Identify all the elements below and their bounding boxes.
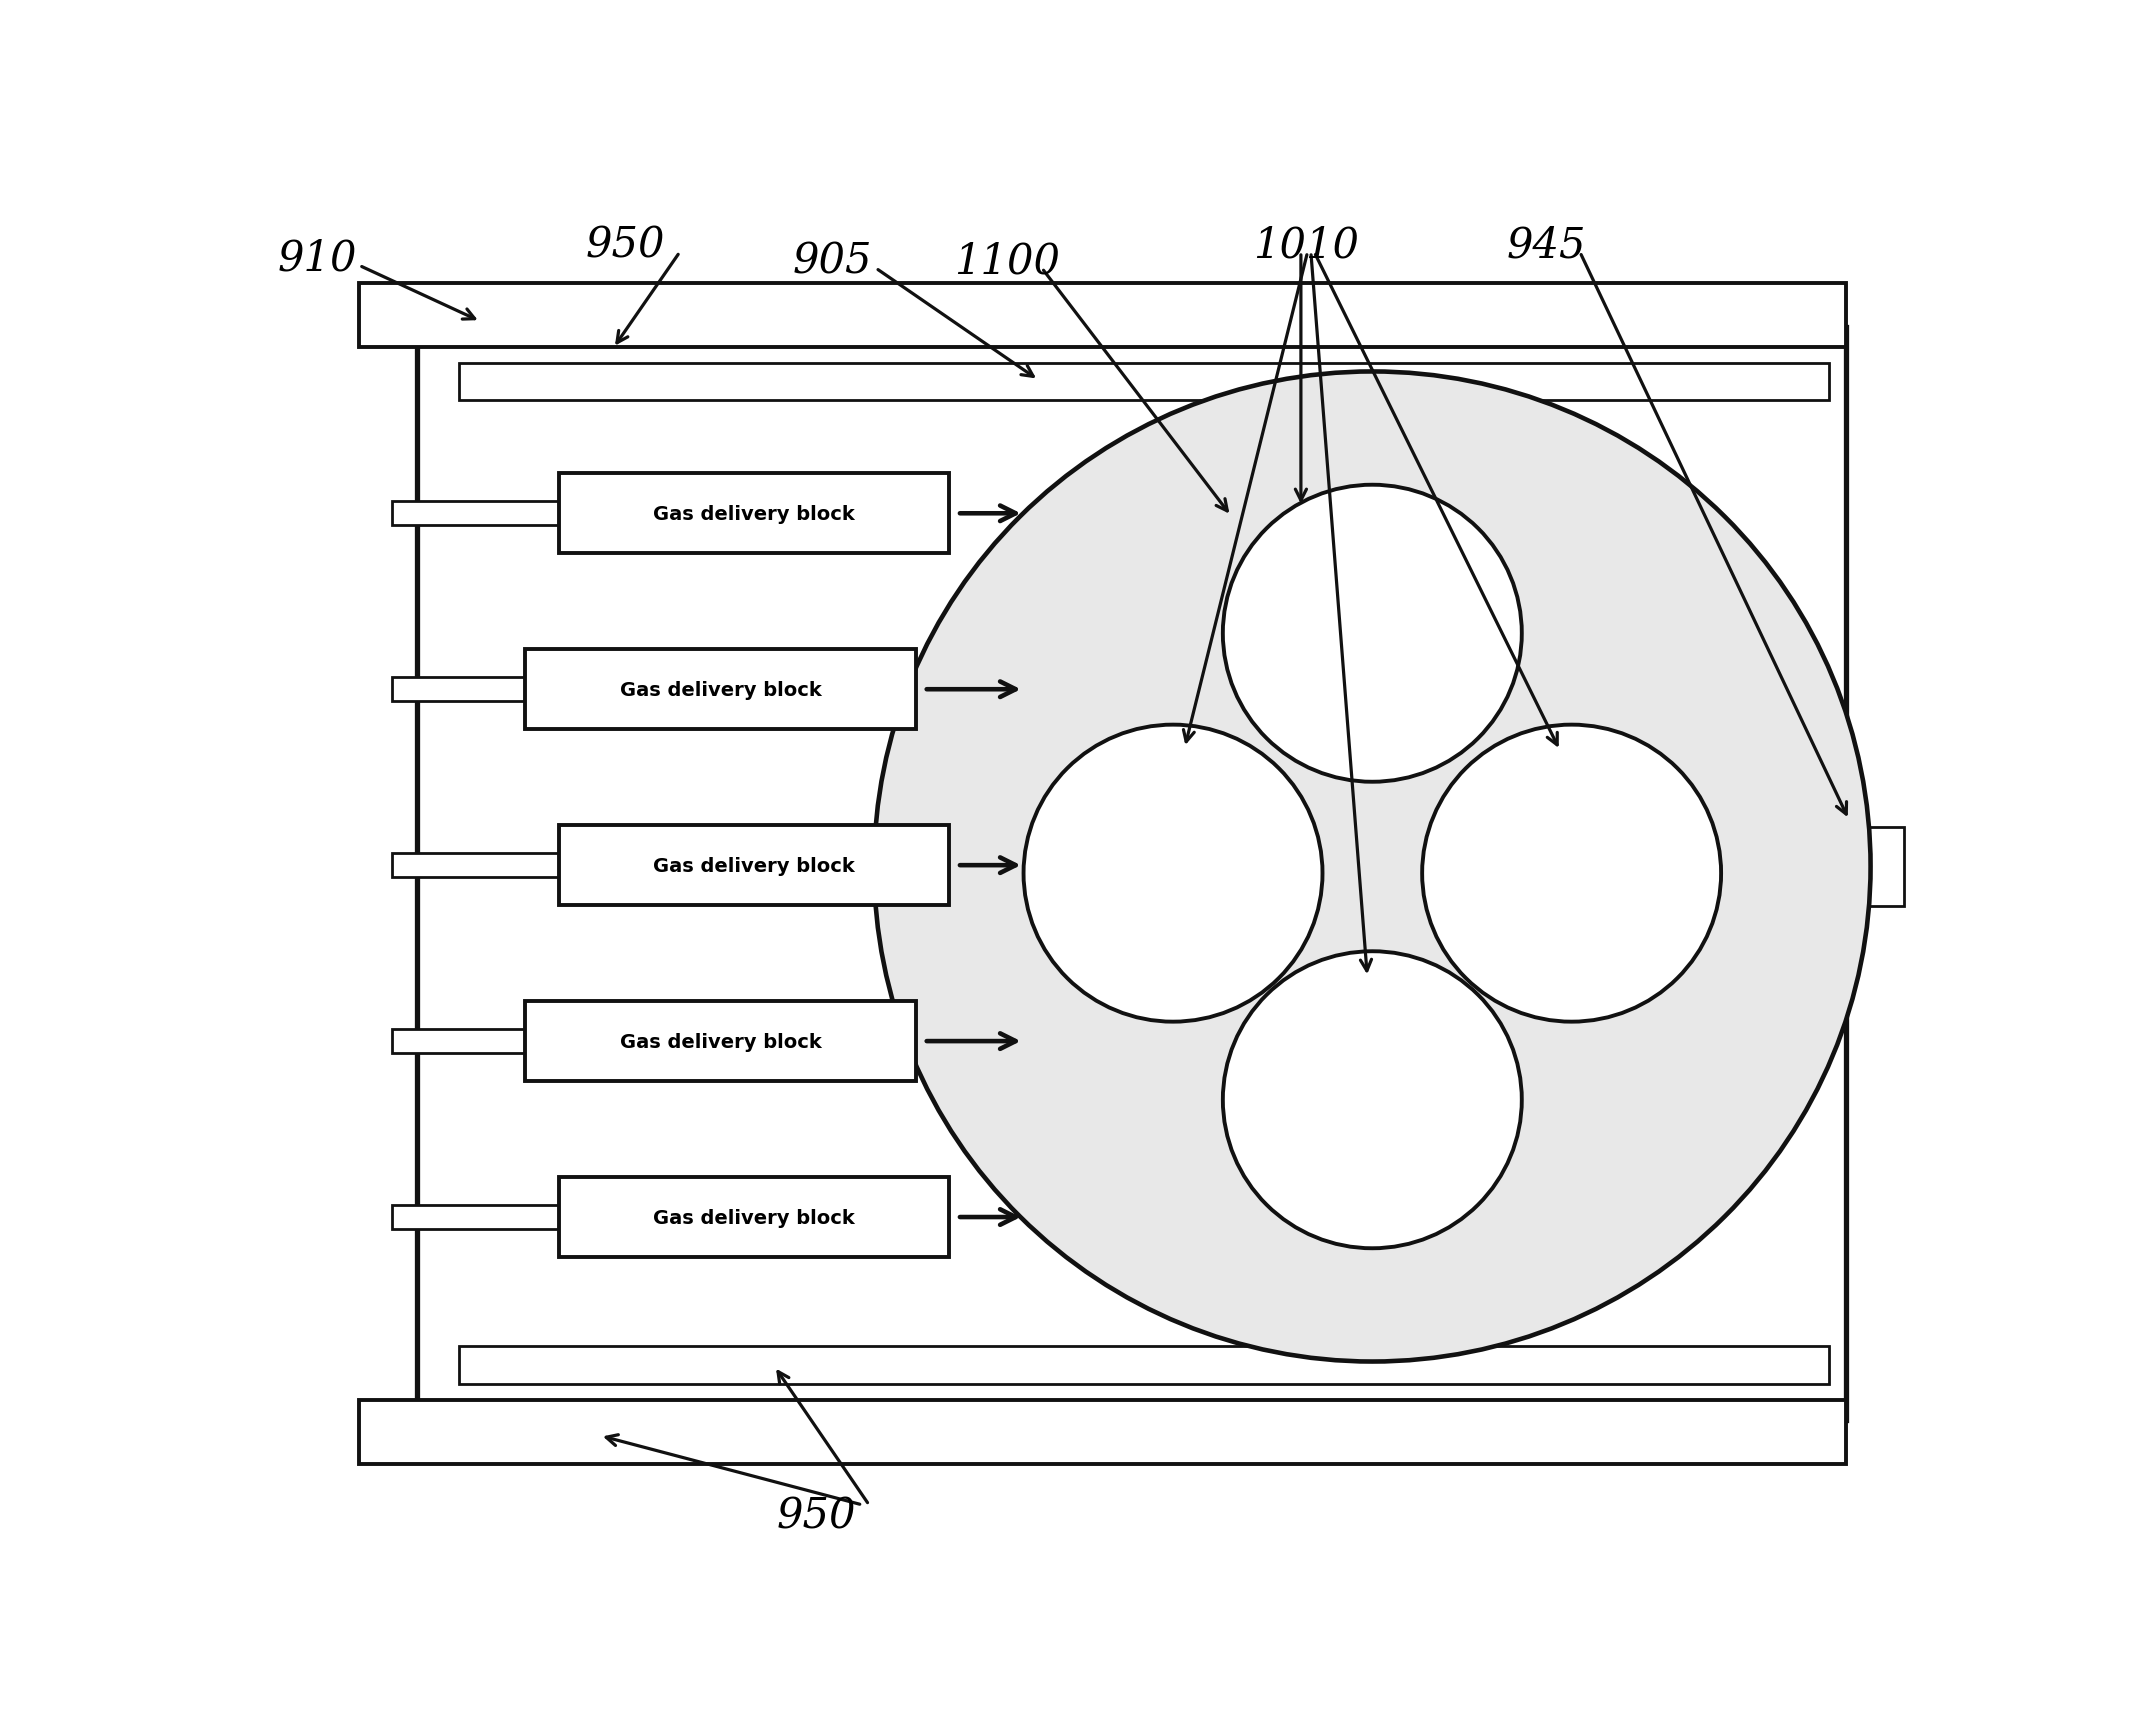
Bar [418,327,1845,1420]
Text: 950: 950 [776,1495,855,1536]
Text: Gas delivery block: Gas delivery block [654,856,855,875]
Ellipse shape [1224,486,1522,782]
Bar [459,1346,1828,1384]
Ellipse shape [1024,725,1322,1022]
Bar [525,650,915,730]
Ellipse shape [1423,725,1721,1022]
Text: 905: 905 [793,240,872,282]
Text: 950: 950 [585,223,664,266]
Bar [360,284,1845,348]
Bar [392,1029,525,1054]
Ellipse shape [1224,952,1522,1249]
Bar [392,678,525,702]
Bar [392,853,559,877]
Text: Gas delivery block: Gas delivery block [619,1033,821,1052]
Bar [392,1206,559,1230]
Text: Gas delivery block: Gas delivery block [654,1208,855,1227]
Bar [559,474,949,554]
Text: 1100: 1100 [954,240,1061,282]
Text: 910: 910 [279,237,358,279]
Text: 945: 945 [1507,223,1586,266]
Ellipse shape [874,372,1871,1362]
Bar [1796,827,1903,907]
Bar [559,825,949,905]
Bar [559,1178,949,1258]
Bar [360,1400,1845,1464]
Bar [459,363,1828,401]
Text: Gas delivery block: Gas delivery block [654,505,855,524]
Bar [392,502,559,526]
Text: Gas delivery block: Gas delivery block [619,680,821,699]
Bar [525,1002,915,1081]
Text: 1010: 1010 [1254,223,1359,266]
